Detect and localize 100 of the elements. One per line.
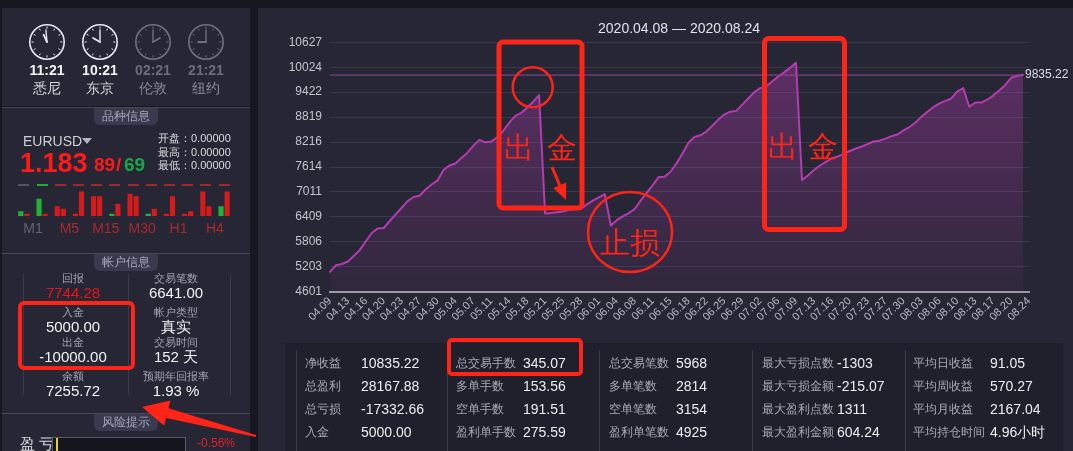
text: -0.56% <box>197 436 236 450</box>
text: 开盘：0.00000 <box>158 131 231 144</box>
text: 275.59 <box>523 424 566 440</box>
text: 出金 <box>62 335 84 348</box>
text: 入金 <box>305 425 329 439</box>
text: 交易笔数 <box>154 271 198 284</box>
text: 悉尼 <box>33 80 61 96</box>
annotation: 出金 <box>768 130 838 163</box>
text: 7744.28 <box>45 283 101 301</box>
text: 东京 <box>86 80 114 96</box>
y-tick-label: 7011 <box>296 184 323 199</box>
text: 伦敦 <box>139 80 167 96</box>
y-tick-label: 8216 <box>295 134 323 149</box>
y-tick-label: 10024 <box>288 59 323 74</box>
annotation: 出金 <box>504 131 577 164</box>
text: -215.07 <box>837 378 885 394</box>
y-tick-label: 9422 <box>295 84 323 99</box>
text: 空单笔数 <box>609 402 657 416</box>
text: 入金 <box>62 305 84 318</box>
text: 盈 亏 <box>20 434 55 451</box>
text: -17332.66 <box>361 401 425 417</box>
y-tick-label: 5806 <box>295 234 323 249</box>
text: 预期年回报率 <box>143 369 209 382</box>
text: 3154 <box>676 401 708 417</box>
text: 帐户类型 <box>154 305 198 318</box>
text: 总亏损 <box>305 402 341 416</box>
annotation: 止损 <box>600 226 660 259</box>
text: 总盈利 <box>305 379 341 393</box>
text: 7255.72 <box>45 381 101 399</box>
text: 2814 <box>676 378 708 394</box>
text: 6641.00 <box>148 283 204 301</box>
x-tick-label: H4 <box>206 219 225 236</box>
text: 空单手数 <box>456 402 504 416</box>
bar <box>36 198 42 217</box>
bar <box>218 206 224 217</box>
bar <box>115 203 121 217</box>
text: 11:21 <box>29 62 65 78</box>
text: -10000.00 <box>39 347 107 365</box>
text: 1.93 % <box>152 381 200 399</box>
y-tick-label: 7614 <box>295 159 323 174</box>
text: 平均月收益 <box>913 402 973 416</box>
text: 最低：0.00000 <box>158 158 231 171</box>
text: 最高：0.00000 <box>158 145 231 158</box>
bar <box>151 208 157 217</box>
text: 多单手数 <box>456 379 504 393</box>
bar <box>224 191 230 217</box>
y-tick-label: 4601 <box>295 284 323 299</box>
text: 盈利单笔数 <box>609 425 669 439</box>
text: 净收益 <box>305 356 341 370</box>
bar <box>18 211 24 217</box>
text: 最大亏损点数 <box>762 356 834 370</box>
text: 风险提示 <box>94 414 158 431</box>
text: 21:21 <box>188 62 224 78</box>
text: 交易时间 <box>154 335 198 348</box>
text: 152 天 <box>153 347 199 365</box>
text: 多单笔数 <box>609 379 657 393</box>
x-tick-label: H1 <box>169 219 188 236</box>
text: 10:21 <box>82 62 118 78</box>
text: 02:21 <box>135 62 171 78</box>
text: 1311 <box>837 401 868 417</box>
text: 平均周收益 <box>913 379 973 393</box>
text: 最大亏损金额 <box>762 379 834 393</box>
x-tick-label: M1 <box>23 219 43 236</box>
text: 5000.00 <box>45 317 101 335</box>
y-tick-label: 5203 <box>295 259 323 274</box>
y-tick-label: 8819 <box>295 109 323 124</box>
text: 5968 <box>676 355 708 371</box>
text: 4925 <box>676 424 708 440</box>
text: 91.05 <box>990 355 1026 371</box>
text: 10835.22 <box>361 355 420 371</box>
text: 5000.00 <box>361 424 412 440</box>
text: 153.56 <box>523 378 566 394</box>
text: 盈利单手数 <box>456 425 516 439</box>
text: 帐户信息 <box>94 254 158 271</box>
x-tick-label: M30 <box>128 219 156 236</box>
y-tick-label: 6409 <box>295 209 323 224</box>
x-tick-label: M15 <box>92 219 120 236</box>
text: 1.183 <box>20 147 88 178</box>
text: 4.96小时 <box>990 424 1046 440</box>
y-tick-label: 10627 <box>288 34 323 49</box>
text: 余额 <box>62 369 84 382</box>
text: 品种信息 <box>94 108 158 125</box>
text: 回报 <box>62 271 84 284</box>
text: 2167.04 <box>990 401 1041 417</box>
text: EURUSD <box>23 133 83 149</box>
text: 89 <box>94 153 116 175</box>
text: 191.51 <box>523 401 566 417</box>
text: 总交易笔数 <box>609 356 669 370</box>
text: 纽约 <box>192 80 220 96</box>
text: 平均持仓时间 <box>913 425 985 439</box>
text: 69 <box>124 153 146 175</box>
text: 真实 <box>161 317 191 335</box>
text: -1303 <box>837 355 873 371</box>
text: 345.07 <box>523 355 566 371</box>
text: 最大盈利点数 <box>762 402 834 416</box>
ref-line-label: 9835.22 <box>1025 67 1069 82</box>
x-tick-label: M5 <box>59 219 80 236</box>
chart-title: 2020.04.08 — 2020.08.24 <box>598 20 760 36</box>
text: 570.27 <box>990 378 1033 394</box>
text: 平均日收益 <box>913 356 973 370</box>
